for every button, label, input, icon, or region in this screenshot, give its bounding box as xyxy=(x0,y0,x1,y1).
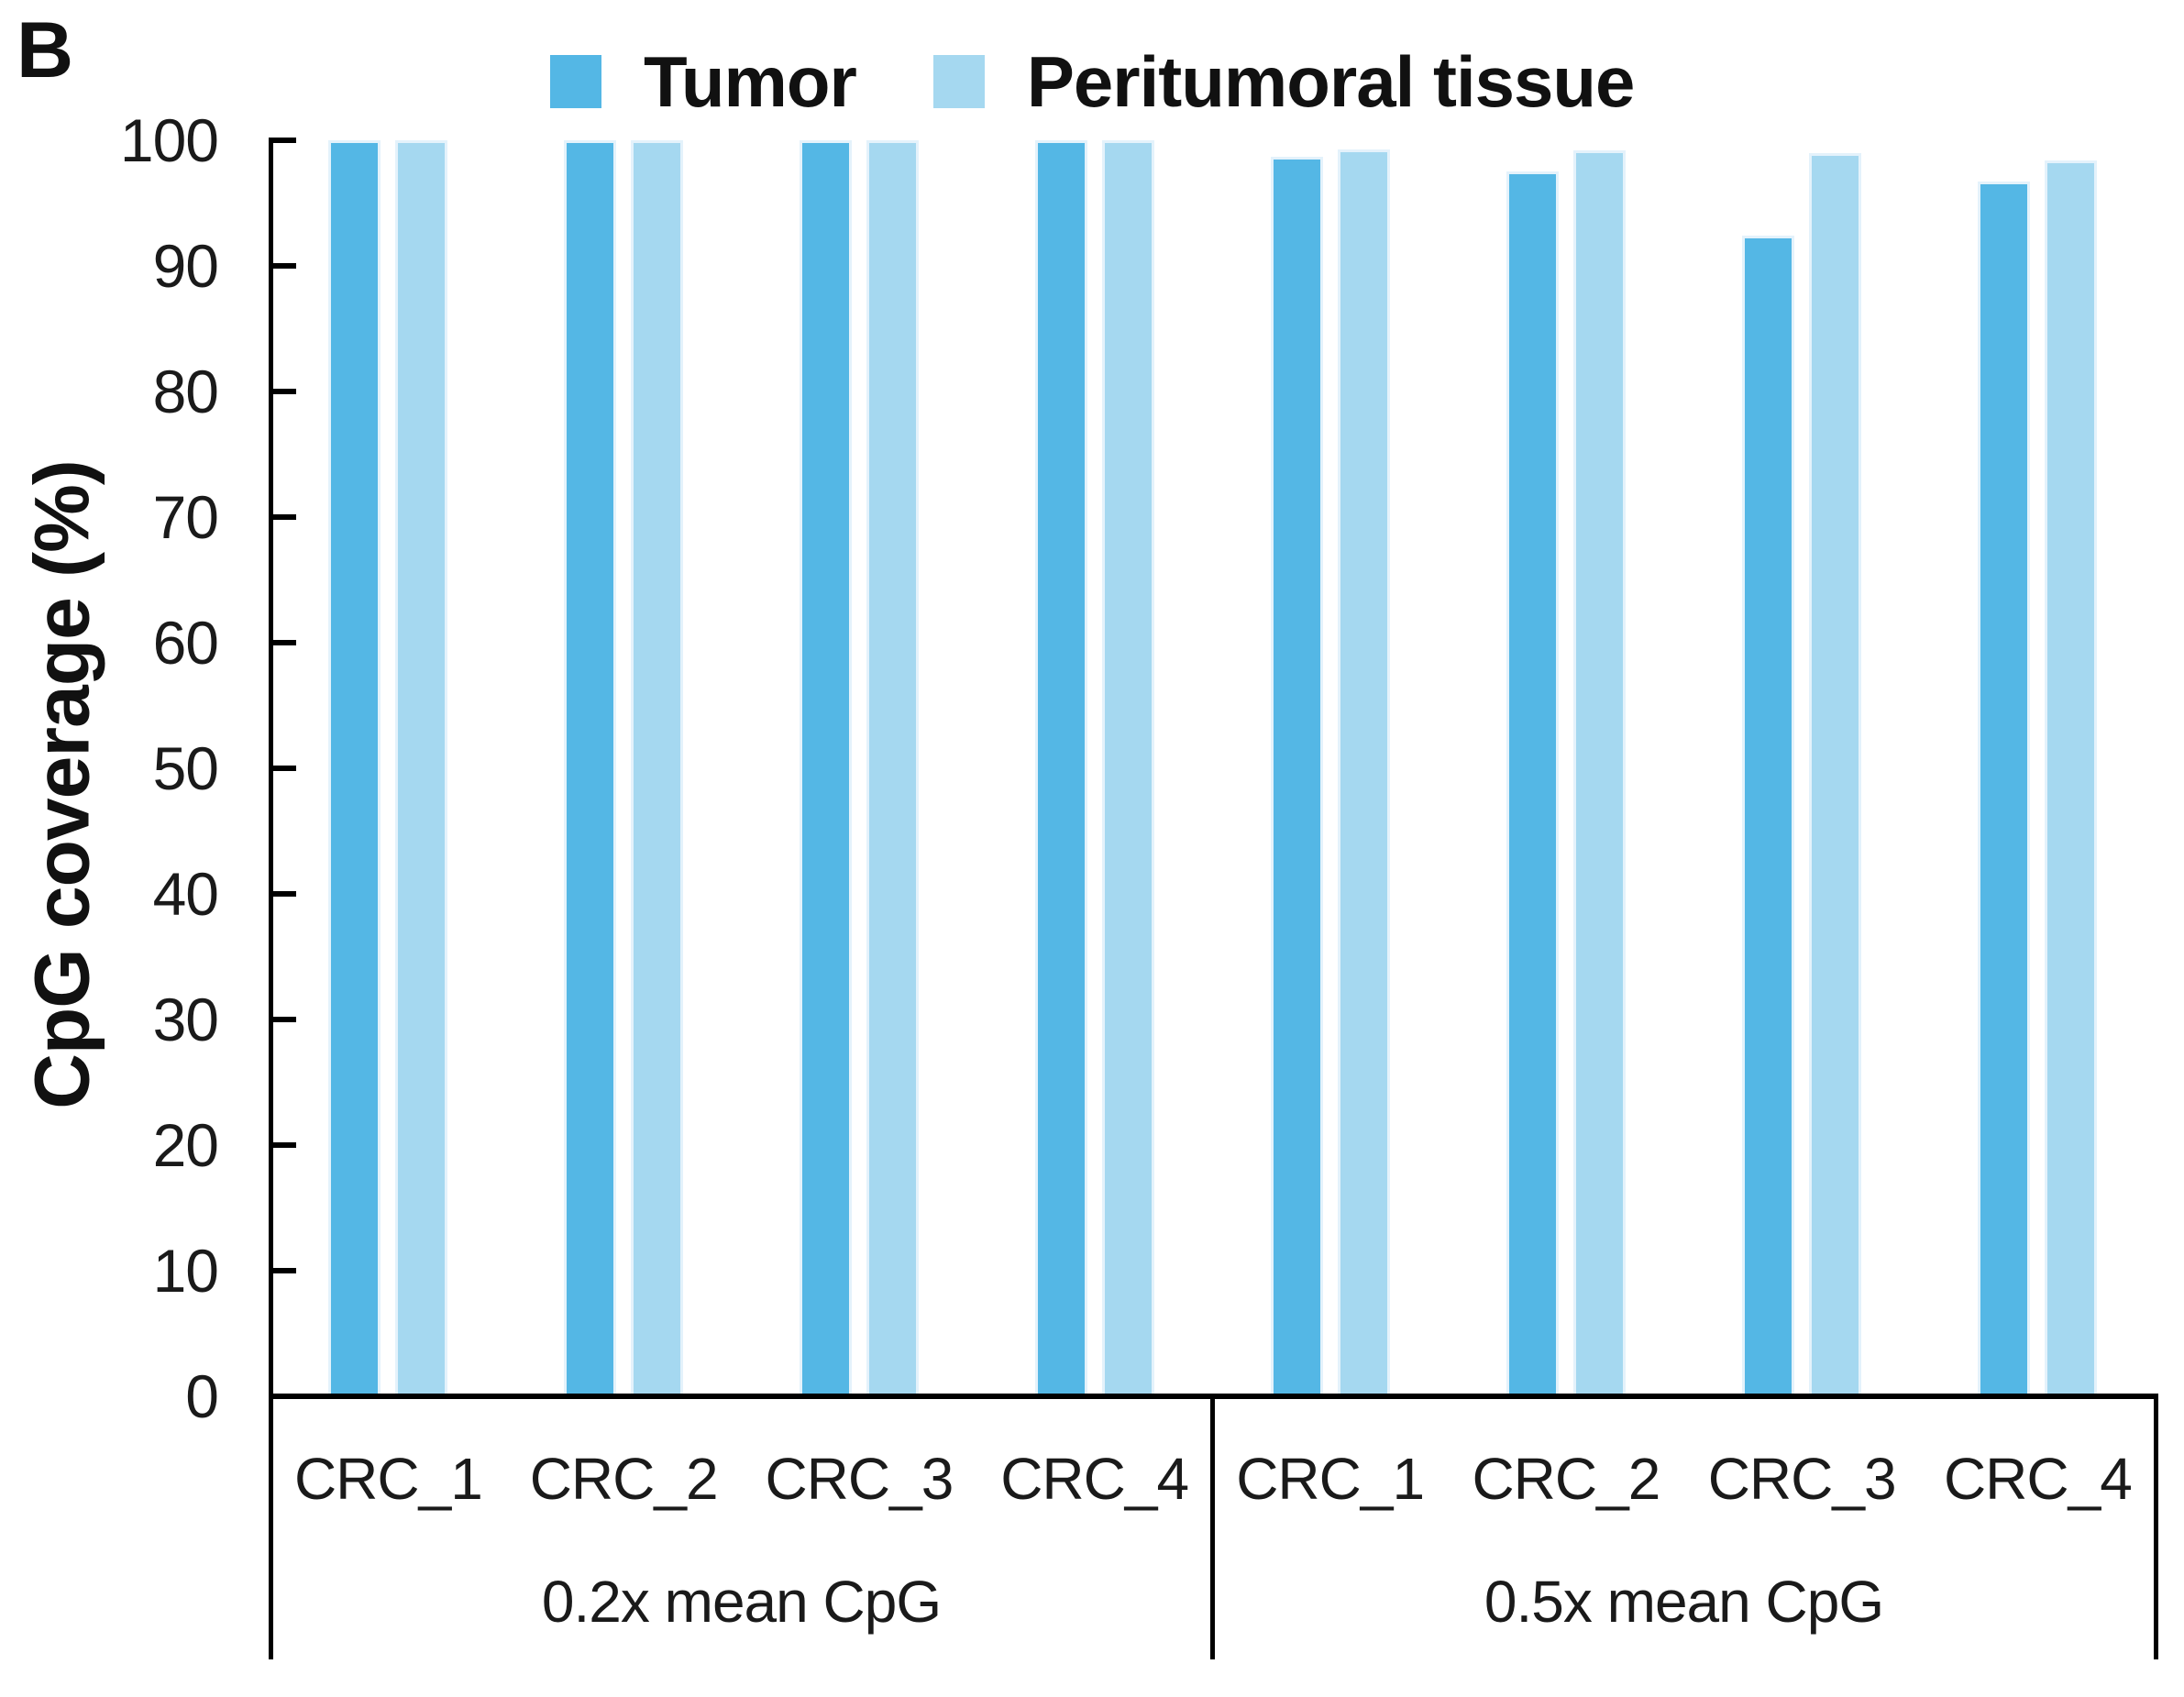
y-tick-label: 30 xyxy=(152,986,219,1053)
category-label: CRC_4 xyxy=(1943,1446,2133,1512)
chart-legend: Tumor Peritumoral tissue xyxy=(550,46,1711,117)
category-label: CRC_4 xyxy=(1000,1446,1189,1512)
y-tick-mark xyxy=(269,640,296,645)
y-tick-label: 70 xyxy=(152,483,219,551)
category-area-divider xyxy=(269,1396,273,1659)
category-label: CRC_1 xyxy=(293,1446,483,1512)
y-tick-mark xyxy=(269,1142,296,1148)
group-label: 0.5x mean CpG xyxy=(1484,1569,1884,1635)
bar-peritumoral-0.5x-crc_4 xyxy=(2045,160,2098,1396)
y-axis-line xyxy=(269,138,273,1396)
category-label: CRC_3 xyxy=(1707,1446,1897,1512)
group-label: 0.2x mean CpG xyxy=(541,1569,942,1635)
category-label: CRC_3 xyxy=(765,1446,954,1512)
bar-tumor-0.2x-crc_1 xyxy=(328,140,381,1396)
bar-tumor-0.5x-crc_3 xyxy=(1742,236,1795,1396)
panel-label: B xyxy=(17,6,74,94)
bar-tumor-0.5x-crc_1 xyxy=(1270,156,1323,1396)
legend-label-peritumoral: Peritumoral tissue xyxy=(1026,41,1636,122)
bar-tumor-0.5x-crc_2 xyxy=(1506,171,1559,1396)
y-tick-mark xyxy=(269,514,296,520)
bar-tumor-0.2x-crc_4 xyxy=(1034,140,1087,1396)
bar-tumor-0.5x-crc_4 xyxy=(1978,182,2031,1396)
bar-peritumoral-0.2x-crc_1 xyxy=(395,140,448,1396)
category-area-divider xyxy=(1210,1396,1215,1659)
y-tick-label: 0 xyxy=(185,1362,219,1430)
legend-swatch-peritumoral-icon xyxy=(932,55,985,108)
y-tick-label: 60 xyxy=(152,609,219,677)
bar-peritumoral-0.2x-crc_4 xyxy=(1101,140,1154,1396)
bar-peritumoral-0.2x-crc_3 xyxy=(866,140,919,1396)
y-tick-mark xyxy=(269,1017,296,1022)
legend-item-tumor: Tumor xyxy=(550,41,857,122)
bar-peritumoral-0.5x-crc_2 xyxy=(1572,149,1626,1396)
y-tick-label: 40 xyxy=(152,860,219,928)
bar-peritumoral-0.2x-crc_2 xyxy=(631,140,684,1396)
y-tick-label: 20 xyxy=(152,1111,219,1179)
bar-tumor-0.2x-crc_2 xyxy=(564,140,617,1396)
y-tick-label: 80 xyxy=(152,358,219,425)
legend-swatch-tumor-icon xyxy=(550,55,601,108)
y-tick-mark xyxy=(269,389,296,394)
y-tick-mark xyxy=(269,891,296,897)
category-label: CRC_2 xyxy=(1472,1446,1660,1512)
bar-peritumoral-0.5x-crc_3 xyxy=(1809,152,1862,1396)
legend-label-tumor: Tumor xyxy=(644,41,857,122)
category-label: CRC_1 xyxy=(1236,1446,1425,1512)
y-tick-mark xyxy=(269,766,296,771)
y-tick-label: 100 xyxy=(119,106,219,174)
y-tick-mark xyxy=(269,138,296,143)
y-tick-mark xyxy=(269,1268,296,1273)
bar-tumor-0.2x-crc_3 xyxy=(799,140,852,1396)
legend-item-peritumoral: Peritumoral tissue xyxy=(932,41,1636,122)
y-tick-label: 90 xyxy=(152,232,219,300)
y-tick-label: 10 xyxy=(152,1237,219,1305)
category-label: CRC_2 xyxy=(529,1446,719,1512)
y-tick-label: 50 xyxy=(152,734,219,802)
bar-peritumoral-0.5x-crc_1 xyxy=(1337,149,1390,1396)
y-tick-mark xyxy=(269,263,296,269)
category-area-divider xyxy=(2154,1396,2158,1659)
